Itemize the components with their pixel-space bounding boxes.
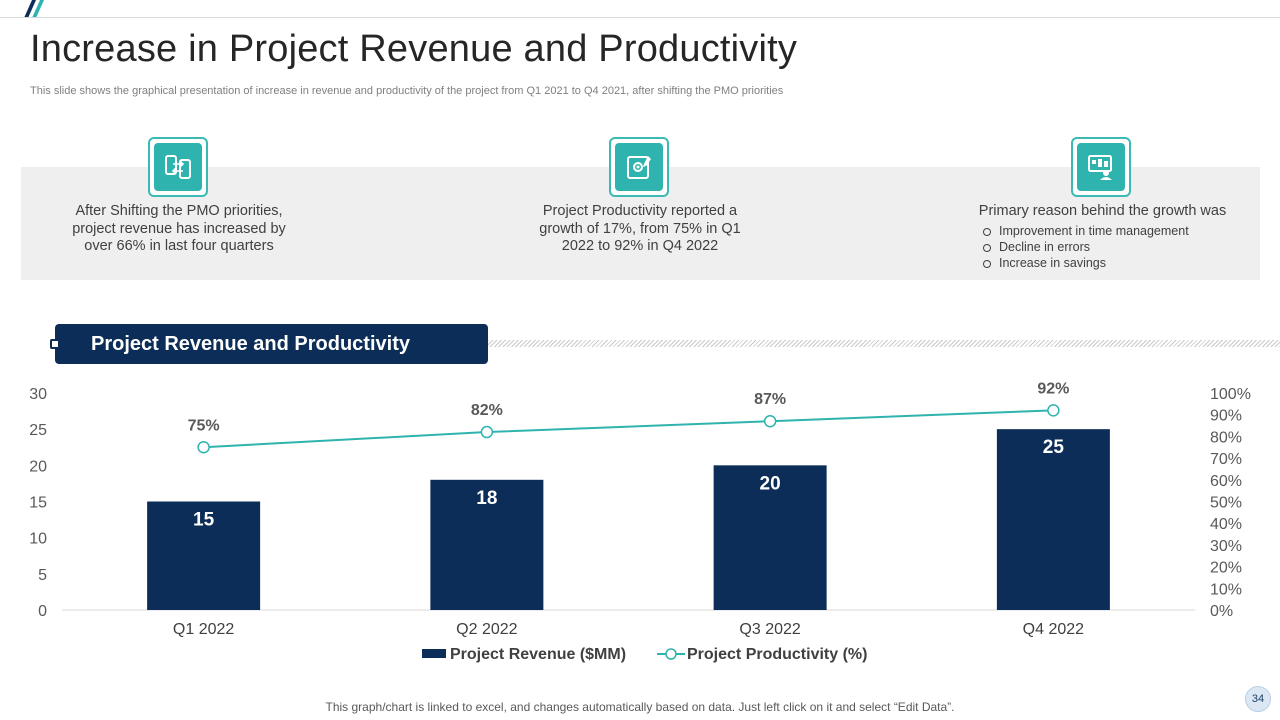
page-subtitle: This slide shows the graphical presentat… <box>30 85 784 97</box>
bar-value-label: 20 <box>760 473 781 494</box>
x-tick-label: Q1 2022 <box>173 621 234 638</box>
y-right-tick-label: 0% <box>1210 603 1233 620</box>
bar-revenue-3 <box>713 465 827 610</box>
bar-revenue-1 <box>147 501 261 610</box>
info-icon-box-1 <box>148 137 208 197</box>
header-rule <box>0 17 1280 18</box>
line-value-label: 92% <box>1037 380 1069 397</box>
line-marker-productivity-1 <box>197 441 210 454</box>
line-value-label: 75% <box>188 417 220 434</box>
legend-label-revenue: Project Revenue ($MM) <box>450 646 626 663</box>
y-right-tick-label: 60% <box>1210 473 1242 490</box>
y-right-tick-label: 90% <box>1210 408 1242 425</box>
info-text-2: Project Productivity reported a growth o… <box>539 203 741 254</box>
y-left-tick-label: 25 <box>29 422 47 439</box>
page-number-badge: 34 <box>1245 686 1271 712</box>
logo-stripes <box>24 0 44 18</box>
info-text-1: After Shifting the PMO priorities, proje… <box>72 203 286 254</box>
y-right-tick-label: 70% <box>1210 451 1242 468</box>
y-right-tick-label: 40% <box>1210 516 1242 533</box>
y-left-tick-label: 0 <box>38 603 47 620</box>
list-item: Improvement in time management <box>981 223 1189 239</box>
mobile-transfer-icon <box>165 155 191 179</box>
line-marker-productivity-4 <box>1047 404 1060 417</box>
list-item: Decline in errors <box>981 239 1189 255</box>
line-marker-productivity-2 <box>480 425 494 439</box>
y-left-tick-label: 5 <box>38 567 47 584</box>
footer-note: This graph/chart is linked to excel, and… <box>325 700 955 714</box>
y-left-tick-label: 30 <box>29 386 47 403</box>
legend-label-productivity: Project Productivity (%) <box>687 646 867 663</box>
info-icon-box-2 <box>609 137 669 197</box>
info-icon-box-3 <box>1071 137 1131 197</box>
bar-value-label: 25 <box>1043 437 1065 458</box>
y-left-tick-label: 15 <box>29 495 47 512</box>
y-left-tick-label: 20 <box>29 458 47 475</box>
line-value-label: 82% <box>471 402 503 419</box>
x-tick-label: Q3 2022 <box>739 621 800 638</box>
chart-legend: Project Revenue ($MM) Project Productivi… <box>422 646 867 663</box>
y-left-tick-label: 10 <box>29 531 47 548</box>
x-tick-label: Q2 2022 <box>456 621 517 638</box>
y-right-tick-label: 50% <box>1210 495 1242 512</box>
series-line-productivity <box>203 409 1054 449</box>
bar-value-label: 15 <box>193 510 215 531</box>
y-right-tick-label: 100% <box>1210 386 1251 403</box>
line-marker-productivity-3 <box>763 414 777 428</box>
dashboard-user-icon <box>1088 155 1112 180</box>
chart-title: Project Revenue and Productivity <box>91 333 410 355</box>
legend-swatch-revenue <box>422 649 446 658</box>
list-item: Increase in savings <box>981 255 1189 271</box>
y-right-tick-label: 10% <box>1210 581 1242 598</box>
combo-chart: 0 5 10 15 20 25 30 0% 10% 20% 30% 40% 50% 60% 70% 80% 9… <box>29 380 1251 663</box>
bar-value-label: 18 <box>476 488 497 509</box>
banner-marker <box>50 339 60 349</box>
page-title: Increase in Project Revenue and Producti… <box>30 28 798 70</box>
info-text-3: Primary reason behind the growth was <box>978 203 1227 219</box>
bar-revenue-2 <box>430 479 544 610</box>
x-tick-label: Q4 2022 <box>1023 621 1084 638</box>
y-right-tick-label: 30% <box>1210 538 1242 555</box>
hatch-divider <box>488 340 1280 347</box>
legend-marker-productivity <box>665 648 677 660</box>
bar-revenue-4 <box>996 429 1110 610</box>
y-right-tick-label: 80% <box>1210 429 1242 446</box>
line-value-label: 87% <box>754 391 786 408</box>
settings-document-icon <box>627 156 651 179</box>
chart-title-banner: Project Revenue and Productivity <box>55 324 488 364</box>
growth-reasons-list: Improvement in time management Decline i… <box>981 223 1189 271</box>
y-right-tick-label: 20% <box>1210 560 1242 577</box>
